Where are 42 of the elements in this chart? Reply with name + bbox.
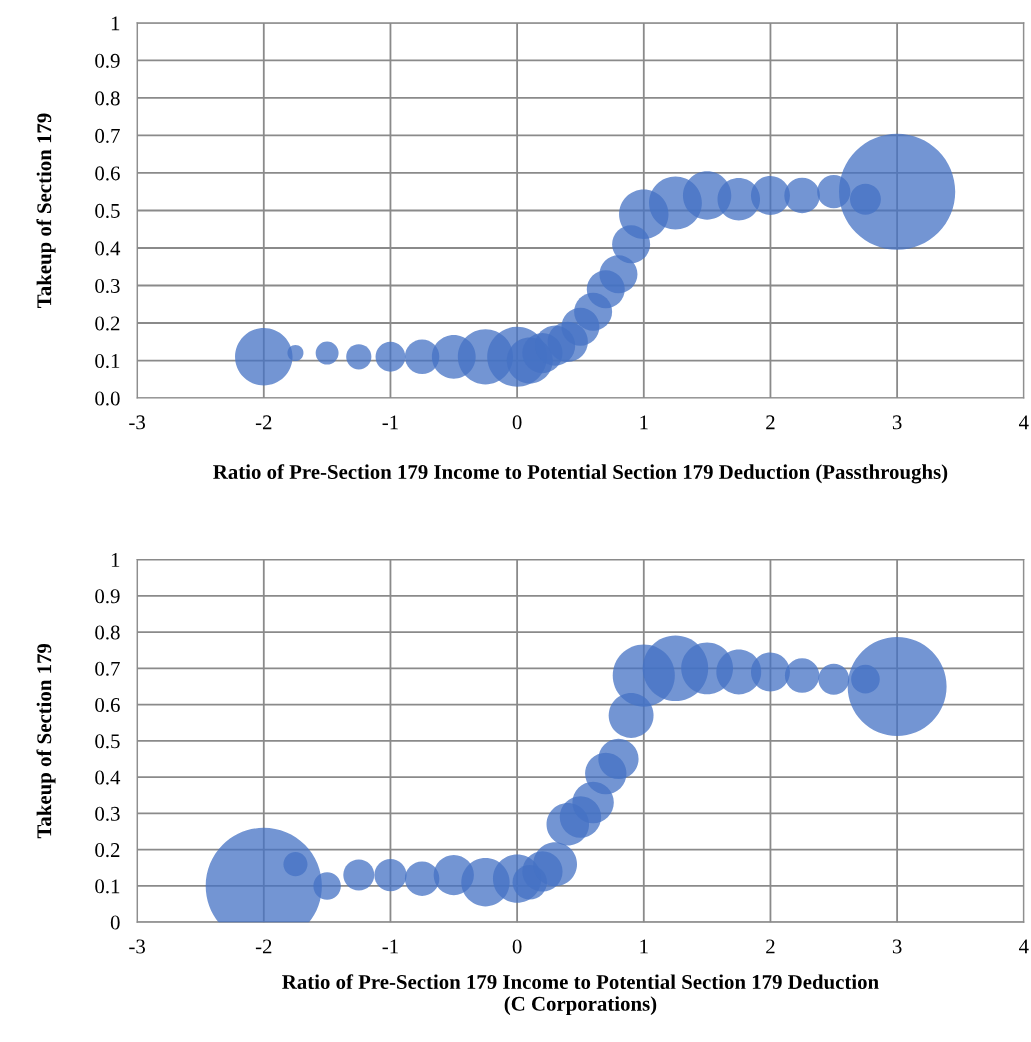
x-tick-label: 4 [1018, 939, 1029, 954]
x-tick-label: -3 [129, 415, 145, 430]
y-tick-label: 0.2 [95, 843, 120, 858]
x-axis-title: Ratio of Pre-Section 179 Income to Potential Section 179 Deduction (Passthroughs) [213, 464, 948, 484]
y-tick-label: 0.6 [95, 697, 120, 713]
y-axis-title: Takeup of Section 179 [36, 113, 56, 308]
y-tick-label: 0.9 [95, 589, 120, 604]
y-tick-label: 0.8 [95, 625, 120, 640]
y-tick-label: 0.4 [95, 241, 121, 256]
x-tick-label: 4 [1018, 415, 1029, 430]
y-tick-label: 0.3 [95, 806, 120, 821]
x-tick-label: -3 [129, 939, 145, 954]
x-tick-label: 1 [640, 415, 648, 430]
y-tick-label: 0 [110, 915, 120, 930]
y-tick-label: 0.5 [95, 203, 120, 219]
x-tick-label: 0 [512, 939, 522, 954]
y-tick-label: 0.0 [95, 391, 120, 406]
x-tick-label: 1 [640, 939, 648, 954]
y-tick-label: 0.4 [95, 770, 121, 785]
y-tick-label: 0.7 [95, 661, 120, 676]
x-tick-label: -2 [255, 415, 272, 430]
y-tick-label: 0.9 [95, 53, 120, 68]
y-tick-label: 0.3 [95, 278, 120, 294]
y-tick-label: 0.5 [95, 734, 120, 749]
y-tick-label: 1 [111, 16, 120, 31]
y-tick-label: 0.6 [95, 166, 120, 181]
x-tick-label: 3 [892, 415, 902, 430]
x-tick-label: -1 [382, 939, 398, 954]
y-tick-label: 0.8 [95, 91, 120, 106]
x-axis-title: Ratio of Pre-Section 179 Income to Potential Section 179 Deduction (C Corporations) [282, 974, 879, 1016]
y-tick-label: 0.1 [95, 879, 120, 894]
x-tick-label: 0 [512, 415, 522, 430]
x-tick-label: -1 [382, 415, 398, 430]
y-tick-label: 0.1 [95, 353, 120, 369]
y-tick-label: 1 [111, 553, 120, 567]
x-tick-label: -2 [255, 939, 272, 954]
x-tick-label: 3 [892, 939, 902, 954]
y-tick-label: 0.2 [95, 316, 120, 331]
y-axis-title: Takeup of Section 179 [36, 643, 56, 839]
x-tick-label: 2 [766, 939, 775, 954]
x-tick-label: 2 [766, 415, 775, 430]
y-tick-label: 0.7 [95, 128, 120, 143]
